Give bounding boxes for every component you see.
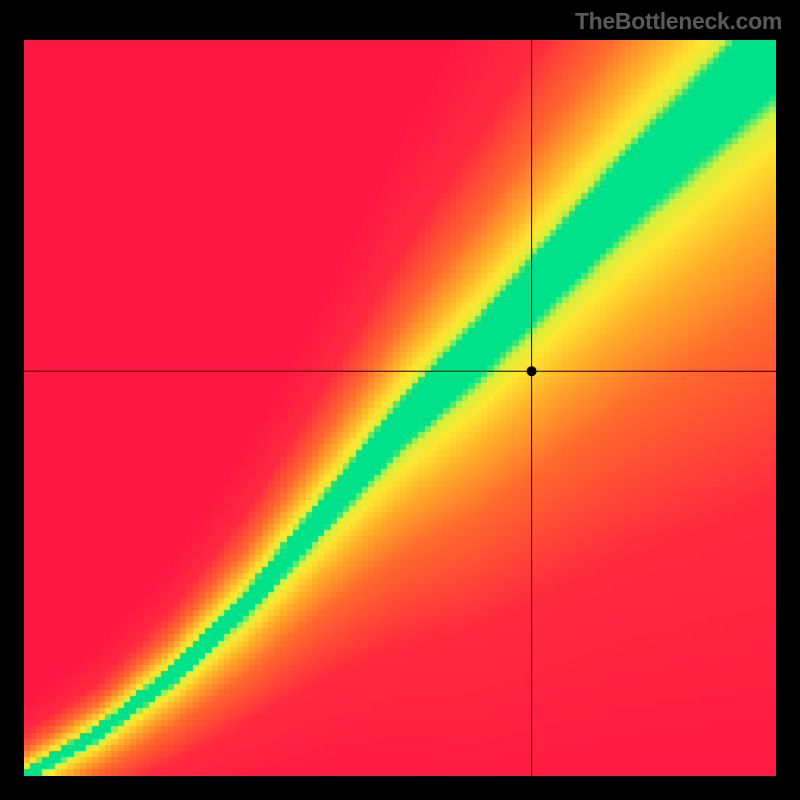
- watermark-text: TheBottleneck.com: [575, 8, 782, 35]
- heatmap-canvas: [24, 40, 776, 776]
- bottleneck-heatmap: [24, 40, 776, 776]
- chart-container: TheBottleneck.com: [0, 0, 800, 800]
